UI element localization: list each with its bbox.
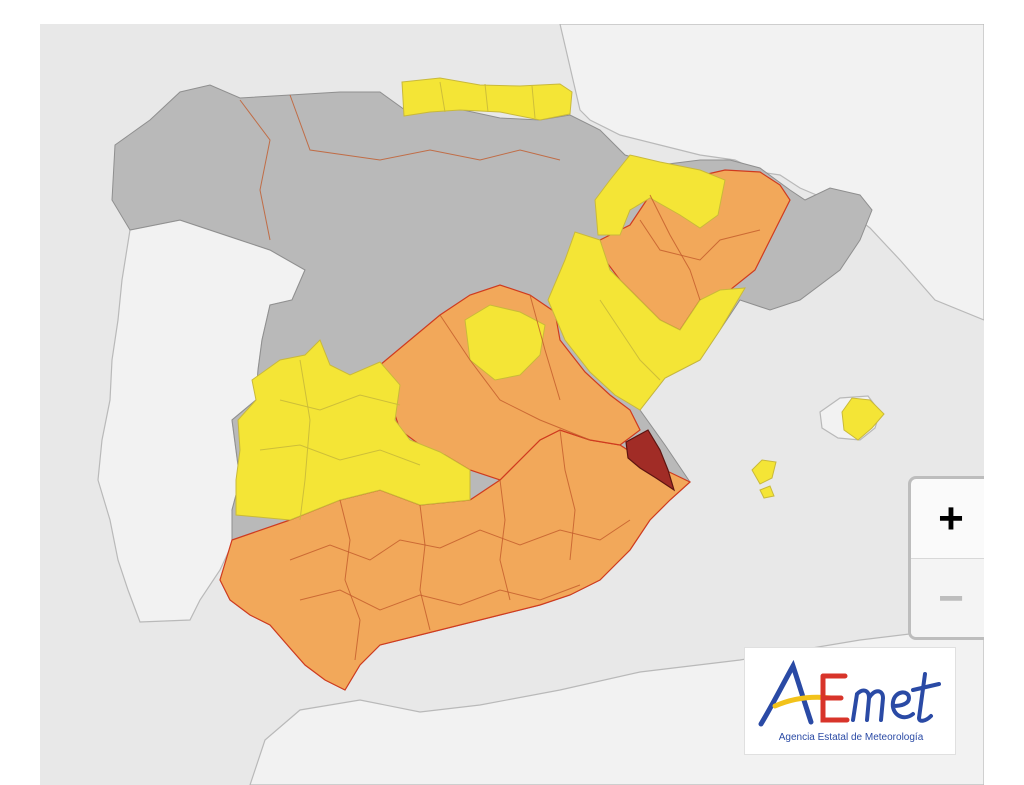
orange-warning-south[interactable] <box>219 429 692 691</box>
zoom-in-button[interactable]: + <box>911 479 984 559</box>
yellow-warning-west[interactable] <box>235 339 471 521</box>
france-land <box>559 24 984 321</box>
aemet-logo: Agencia Estatal de Meteorología <box>744 647 956 755</box>
yellow-warning-east[interactable] <box>547 231 746 411</box>
logo-caption: Agencia Estatal de Meteorología <box>778 732 924 743</box>
aemet-wordmark <box>758 659 941 727</box>
zone-boundaries <box>239 81 761 661</box>
yellow-warning-formentera[interactable] <box>759 485 775 499</box>
zoom-control: + − <box>908 476 984 640</box>
map-canvas <box>97 24 984 785</box>
yellow-warning-mallorca[interactable] <box>841 397 885 441</box>
yellow-warning-ibiza[interactable] <box>751 459 777 485</box>
yellow-warning-central[interactable] <box>464 304 546 381</box>
warning-map[interactable]: + − <box>40 24 984 785</box>
red-warning-valencia[interactable] <box>625 429 676 492</box>
zoom-out-button[interactable]: − <box>911 559 984 637</box>
yellow-warning-pyrenees[interactable] <box>594 154 726 236</box>
